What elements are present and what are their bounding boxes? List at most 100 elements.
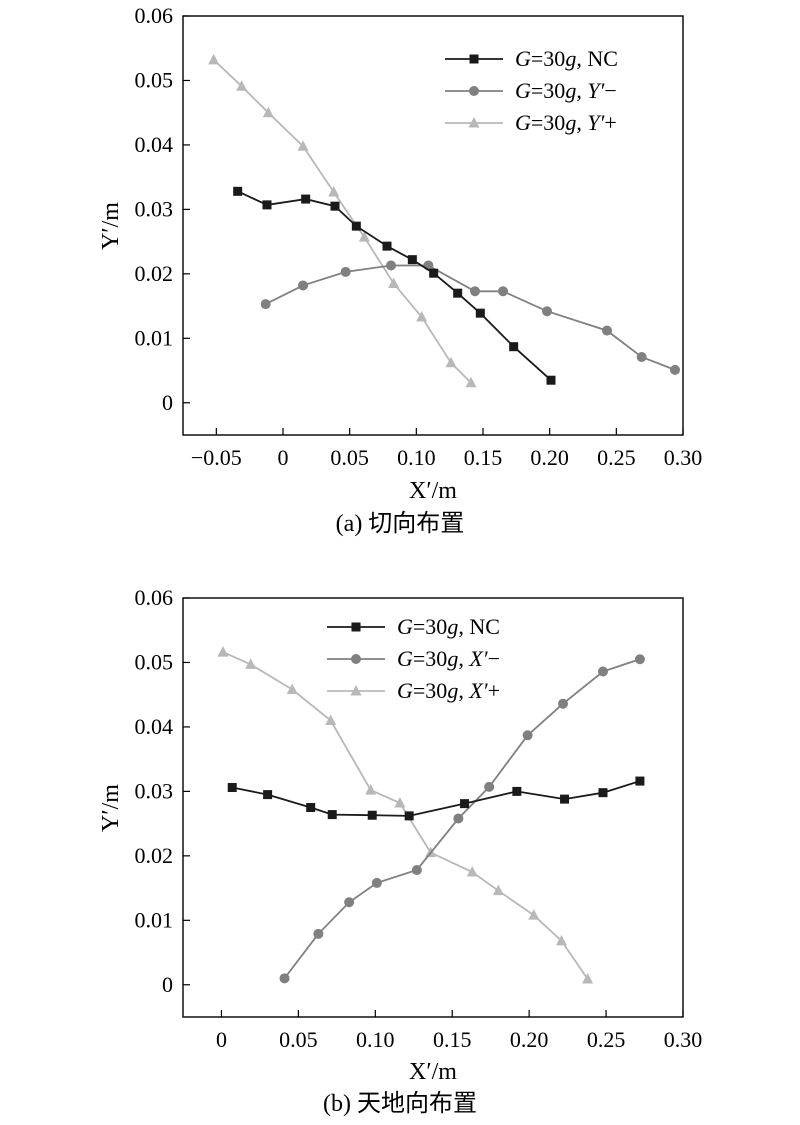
data-point xyxy=(465,376,477,388)
data-point xyxy=(298,280,308,291)
x-tick-label: 0 xyxy=(278,445,289,470)
data-point xyxy=(358,231,370,242)
data-point xyxy=(330,201,340,211)
data-point xyxy=(260,299,271,310)
data-point xyxy=(340,266,351,277)
figure-caption: (b) 天地向布置 xyxy=(323,1090,477,1117)
data-point xyxy=(670,364,680,375)
data-point xyxy=(558,698,568,709)
x-tick-label: 0.20 xyxy=(530,445,569,470)
data-point xyxy=(492,884,504,896)
data-point xyxy=(404,811,414,821)
data-point xyxy=(512,786,522,796)
data-point xyxy=(598,788,608,798)
y-tick-label: 0.05 xyxy=(135,67,174,92)
series-line xyxy=(237,190,552,381)
legend-marker xyxy=(350,685,362,696)
x-tick-label: −0.05 xyxy=(191,445,242,470)
series-circle xyxy=(279,654,645,984)
data-point xyxy=(582,972,594,984)
y-tick-label: 0.06 xyxy=(135,585,174,610)
legend-marker xyxy=(469,54,479,64)
y-tick-label: 0.03 xyxy=(135,196,174,221)
x-tick-label: 0.25 xyxy=(597,445,636,470)
series-square xyxy=(233,186,556,385)
data-point xyxy=(386,260,396,271)
data-point xyxy=(522,730,533,741)
series-circle xyxy=(260,260,680,375)
data-point xyxy=(453,288,463,298)
legend-marker xyxy=(351,622,361,632)
series-line xyxy=(213,59,472,384)
x-tick-label: 0.20 xyxy=(510,1027,549,1052)
x-tick-label: 0.15 xyxy=(464,445,503,470)
data-point xyxy=(286,683,298,695)
x-axis: 0 0.05 0.10 0.15 0.20 0.25 0.30 xyxy=(216,1010,702,1052)
y-tick-label: 0.02 xyxy=(135,261,174,286)
data-point xyxy=(306,803,316,812)
data-point xyxy=(301,194,311,204)
data-point xyxy=(484,781,495,792)
data-point xyxy=(328,185,340,197)
y-tick-label: 0 xyxy=(162,972,173,997)
data-point xyxy=(453,813,464,824)
y-tick-label: 0 xyxy=(162,390,173,415)
x-tick-label: 0.10 xyxy=(397,445,436,470)
legend-marker xyxy=(351,654,361,664)
legend-label: G=30g, NC xyxy=(515,46,618,71)
data-point xyxy=(429,268,439,278)
data-point xyxy=(445,356,457,368)
x-tick-label: 0.05 xyxy=(330,445,369,470)
x-axis: −0.05 0 0.05 0.10 0.15 0.20 0.25 0.30 xyxy=(191,428,702,470)
data-point xyxy=(371,877,382,888)
data-point xyxy=(279,973,290,984)
legend: G=30g, NC G=30g, Y′− G=30g, Y′+ xyxy=(445,46,618,135)
data-point xyxy=(407,255,417,265)
series-triangle xyxy=(217,646,594,984)
y-tick-label: 0.02 xyxy=(135,843,174,868)
figure-caption: (a) 切向布置 xyxy=(336,510,465,537)
data-point xyxy=(245,658,257,669)
legend-label: G=30g, X′+ xyxy=(397,678,500,703)
legend: G=30g, NC G=30g, X′− G=30g, X′+ xyxy=(327,614,500,703)
data-point xyxy=(233,186,243,196)
x-tick-label: 0.25 xyxy=(587,1027,626,1052)
x-axis-label: X′/m xyxy=(409,478,457,504)
legend-label: G=30g, NC xyxy=(397,614,500,639)
x-tick-label: 0 xyxy=(216,1027,227,1052)
series-line xyxy=(265,264,676,371)
data-point xyxy=(598,666,608,677)
x-axis-label: X′/m xyxy=(409,1059,457,1085)
data-point xyxy=(475,308,485,318)
x-tick-label: 0.30 xyxy=(664,445,703,470)
data-point xyxy=(470,286,480,297)
y-axis: 0 0.01 0.02 0.03 0.04 0.05 0.06 xyxy=(135,3,190,415)
data-point xyxy=(325,714,337,725)
data-point xyxy=(344,897,355,908)
data-point xyxy=(313,928,324,939)
data-point xyxy=(555,934,567,946)
y-axis-label: Y′/m xyxy=(98,202,124,250)
data-point xyxy=(327,810,337,820)
y-axis: 0 0.01 0.02 0.03 0.04 0.05 0.06 xyxy=(135,585,190,997)
data-point xyxy=(542,306,552,317)
x-tick-label: 0.15 xyxy=(433,1027,472,1052)
data-point xyxy=(634,654,645,665)
x-tick-label: 0.05 xyxy=(279,1027,318,1052)
y-tick-label: 0.01 xyxy=(135,907,174,932)
y-tick-label: 0.01 xyxy=(135,325,174,350)
data-point xyxy=(388,277,400,289)
series-square xyxy=(227,776,645,821)
data-point xyxy=(416,311,428,322)
data-point xyxy=(262,106,274,118)
plot-frame xyxy=(182,15,684,436)
data-point xyxy=(263,790,273,800)
data-point xyxy=(227,783,237,793)
data-point xyxy=(365,784,377,795)
data-point xyxy=(208,53,220,65)
data-point xyxy=(394,796,406,808)
legend-marker xyxy=(469,86,479,96)
data-point xyxy=(509,342,519,352)
data-point xyxy=(262,200,272,210)
legend-marker xyxy=(468,117,480,128)
